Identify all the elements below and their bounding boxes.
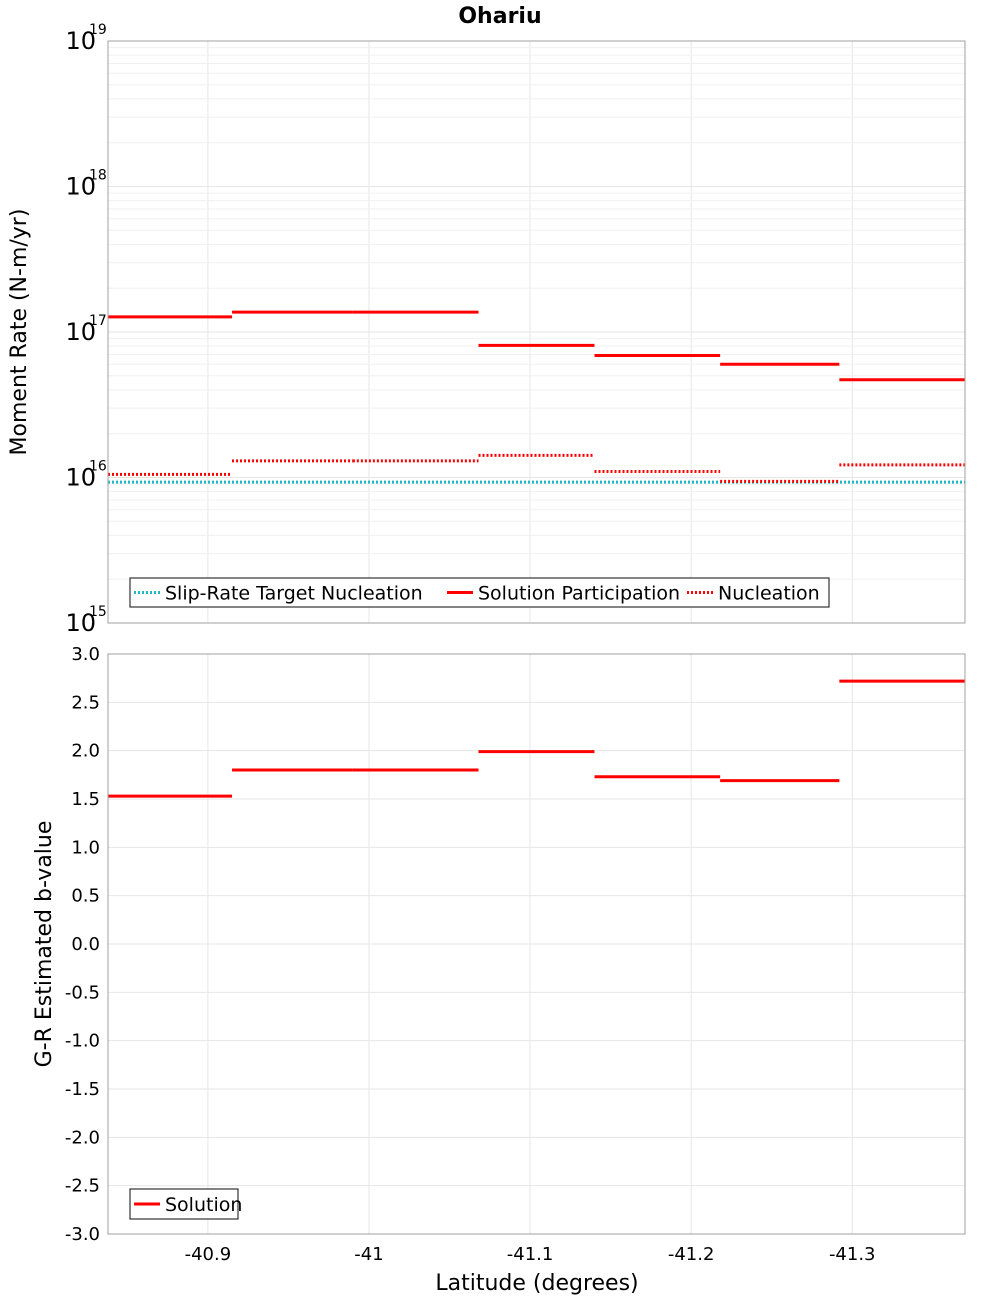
legend-item: Solution Participation bbox=[447, 583, 680, 605]
y-tick-base: 10 bbox=[65, 609, 96, 637]
x-tick-label: -41.3 bbox=[829, 1244, 876, 1265]
y-tick-label: 1.0 bbox=[71, 837, 100, 858]
legend-label: Solution bbox=[165, 1194, 242, 1216]
moment-rate-plot-border bbox=[107, 40, 966, 624]
y-tick-label: 2.0 bbox=[71, 741, 100, 762]
x-axis-label: Latitude (degrees) bbox=[435, 1271, 638, 1296]
b-value-y-ticks: 3.0 2.5 2.0 1.5 1.0 0.5 0.0 -0.5 -1.0 -1.5 -2.0 -2.… bbox=[65, 644, 100, 1245]
moment-rate-series bbox=[108, 310, 965, 484]
x-tick-label: -41 bbox=[354, 1244, 383, 1265]
y-tick-label: -1.0 bbox=[65, 1031, 100, 1052]
y-tick-label: 2.5 bbox=[71, 692, 100, 713]
y-tick-exponent: 17 bbox=[89, 313, 107, 329]
x-tick-label: -41.2 bbox=[668, 1244, 715, 1265]
series-solution bbox=[108, 679, 965, 798]
legend-item: Nucleation bbox=[687, 583, 820, 605]
chart-title: Ohariu bbox=[458, 4, 541, 29]
y-tick-label: 0.0 bbox=[71, 934, 100, 955]
moment-rate-legend: Slip-Rate Target Nucleation Solution Part… bbox=[129, 577, 830, 608]
legend-item: Slip-Rate Target Nucleation bbox=[134, 583, 423, 605]
b-value-plot-border bbox=[107, 653, 966, 1235]
legend-label: Solution Participation bbox=[478, 583, 680, 605]
y-tick-base: 10 bbox=[65, 173, 96, 201]
b-value-y-axis-label: G-R Estimated b-value bbox=[32, 821, 57, 1068]
y-tick-label: 3.0 bbox=[71, 644, 100, 665]
y-tick-label: 0.5 bbox=[71, 886, 100, 907]
legend-label: Slip-Rate Target Nucleation bbox=[165, 583, 423, 605]
legend-item: Solution bbox=[134, 1194, 242, 1216]
y-tick-base: 10 bbox=[65, 318, 96, 346]
b-value-panel: 3.0 2.5 2.0 1.5 1.0 0.5 0.0 -0.5 -1.0 -1.5 -2.0 -2.… bbox=[32, 644, 966, 1245]
legend-label: Nucleation bbox=[718, 583, 820, 605]
moment-rate-grid bbox=[108, 41, 965, 624]
y-tick-base: 10 bbox=[65, 464, 96, 492]
x-axis-ticks: -40.9 -41 -41.1 -41.2 -41.3 bbox=[185, 1244, 876, 1265]
y-tick-label: -3.0 bbox=[65, 1224, 100, 1245]
x-tick-label: -41.1 bbox=[507, 1244, 554, 1265]
moment-rate-y-axis-label: Moment Rate (N-m/yr) bbox=[7, 209, 32, 456]
y-tick-exponent: 19 bbox=[89, 22, 107, 38]
y-tick-exponent: 18 bbox=[89, 168, 107, 184]
y-tick-label: -2.0 bbox=[65, 1127, 100, 1148]
y-tick-label: -2.5 bbox=[65, 1176, 100, 1197]
series-solution-participation bbox=[108, 310, 965, 382]
b-value-grid bbox=[108, 653, 965, 1235]
b-value-series bbox=[108, 679, 965, 798]
y-tick-label: -0.5 bbox=[65, 982, 100, 1003]
y-tick-label: -1.5 bbox=[65, 1079, 100, 1100]
y-tick-base: 10 bbox=[65, 27, 96, 55]
y-tick-label: 1.5 bbox=[71, 789, 100, 810]
y-tick-exponent: 16 bbox=[89, 459, 107, 475]
y-tick-exponent: 15 bbox=[89, 604, 107, 620]
x-tick-label: -40.9 bbox=[185, 1244, 232, 1265]
b-value-legend: Solution bbox=[129, 1188, 242, 1220]
series-nucleation bbox=[108, 453, 965, 483]
